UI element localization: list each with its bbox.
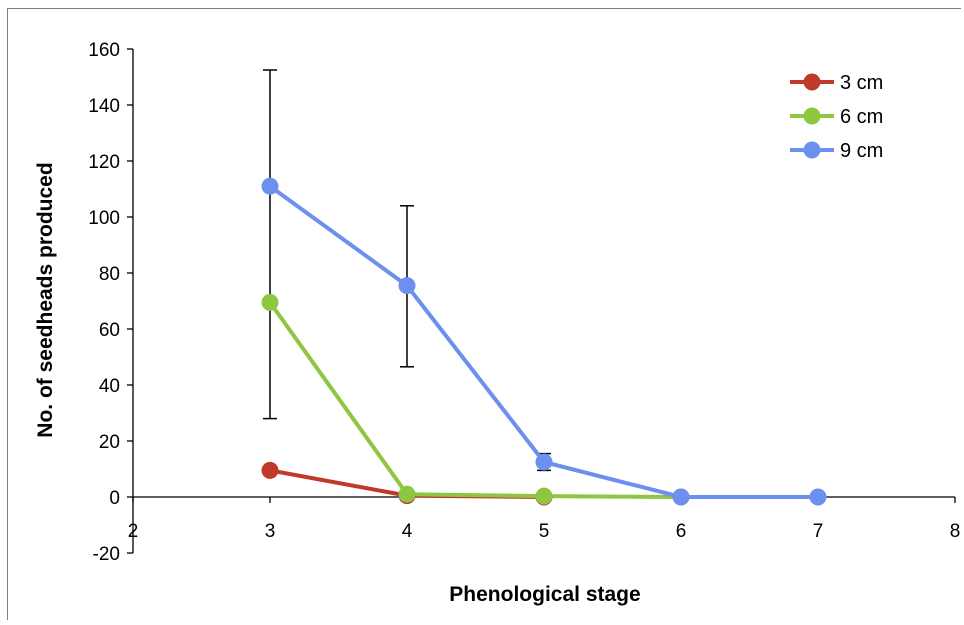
y-axis-title: No. of seedheads produced xyxy=(34,162,57,437)
x-tick-label: 5 xyxy=(539,521,550,542)
error-bars xyxy=(263,69,825,502)
series-line-6-cm xyxy=(268,301,682,499)
series-points xyxy=(261,177,827,506)
data-point-3-cm xyxy=(261,461,279,479)
y-tick-label: -20 xyxy=(93,544,120,565)
legend-label-9-cm: 9 cm xyxy=(840,140,883,162)
data-point-6-cm xyxy=(535,487,553,505)
data-point-6-cm xyxy=(261,293,279,311)
y-tick-label: 40 xyxy=(99,376,120,397)
data-point-6-cm xyxy=(398,485,416,503)
data-point-9-cm xyxy=(672,488,690,506)
x-tick-label: 7 xyxy=(813,521,824,542)
y-tick-label: 120 xyxy=(88,152,120,173)
legend-label-3-cm: 3 cm xyxy=(840,72,883,94)
y-tick-label: 20 xyxy=(99,432,120,453)
chart-frame xyxy=(7,8,961,620)
data-point-9-cm xyxy=(535,453,553,471)
legend: 3 cm 6 cm 9 cm xyxy=(790,72,883,162)
legend-marker-6-cm xyxy=(803,107,821,125)
x-tick-label: 8 xyxy=(950,521,961,542)
legend-marker-3-cm xyxy=(803,73,821,91)
y-tick-label: 100 xyxy=(88,208,120,229)
y-tick-label: 160 xyxy=(88,40,120,61)
x-tick-label: 6 xyxy=(676,521,687,542)
axes: -20 0 20 40 60 80 100 120 140 160 2 3 4 5 6 7 8 xyxy=(88,40,960,565)
data-point-9-cm xyxy=(261,177,279,195)
series-lines xyxy=(268,184,818,499)
data-point-9-cm xyxy=(809,488,827,506)
legend-marker-9-cm xyxy=(803,141,821,159)
y-tick-label: 140 xyxy=(88,96,120,117)
y-tick-label: 0 xyxy=(109,488,120,509)
data-point-9-cm xyxy=(398,277,416,295)
x-tick-label: 4 xyxy=(402,521,413,542)
x-tick-label: 3 xyxy=(265,521,276,542)
y-tick-label: 80 xyxy=(99,264,120,285)
y-tick-label: 60 xyxy=(99,320,120,341)
x-tick-label: 2 xyxy=(128,521,139,542)
x-axis-title: Phenological stage xyxy=(449,583,640,606)
series-line-9-cm xyxy=(268,184,818,499)
legend-label-6-cm: 6 cm xyxy=(840,106,883,128)
